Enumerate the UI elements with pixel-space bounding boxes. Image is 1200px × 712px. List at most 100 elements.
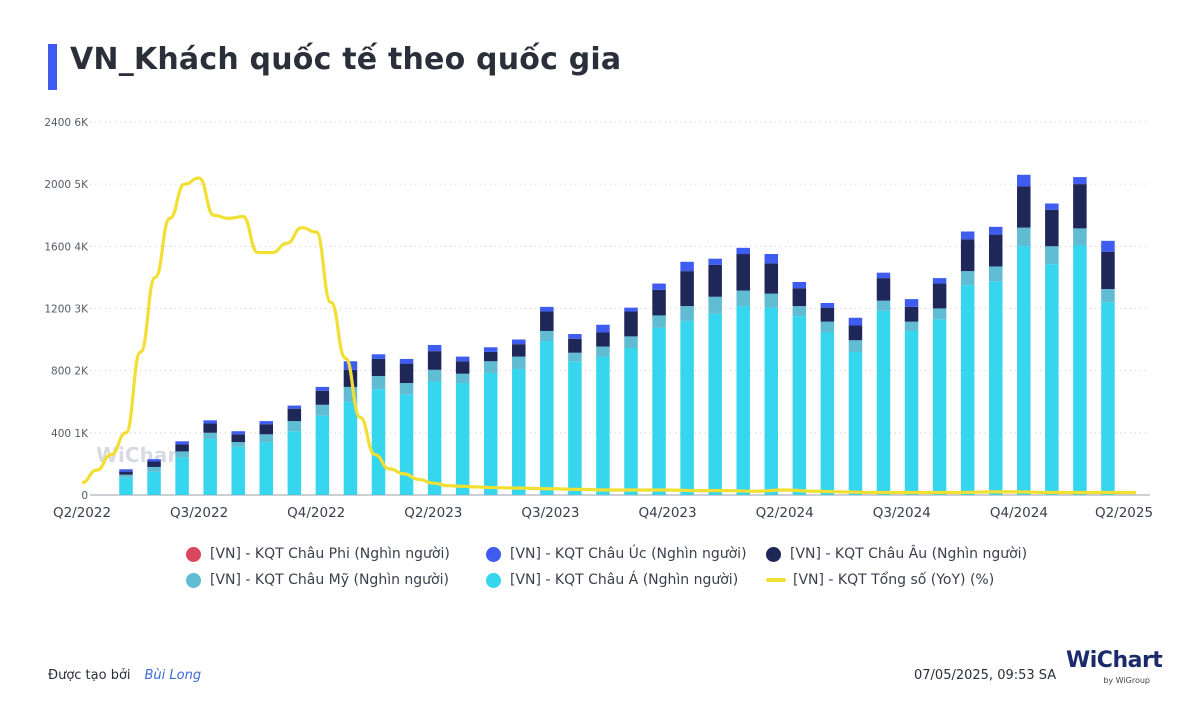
bar-chau-a — [792, 316, 807, 495]
bar-chau-my — [512, 356, 526, 370]
legend-item-chau-phi[interactable]: [VN] - KQT Châu Phi (Nghìn người) — [186, 546, 486, 562]
bar-chau-au — [147, 461, 161, 467]
legend-item-tong-so-yoy[interactable]: [VN] - KQT Tổng số (YoY) (%) — [766, 572, 1046, 588]
legend-swatch-chau-au — [766, 546, 781, 562]
bar-chau-my — [820, 321, 835, 333]
bar-chau-uc — [512, 339, 526, 345]
bar-chau-my — [708, 296, 722, 314]
bar-chau-au — [820, 307, 835, 322]
bar-chau-au — [259, 424, 274, 435]
bar-chau-au — [764, 263, 779, 294]
bar-chau-my — [596, 346, 610, 357]
bar-chau-uc — [708, 258, 722, 265]
bar-chau-au — [792, 288, 807, 307]
bar-chau-uc — [764, 254, 779, 264]
x-tick-label: Q3/2023 — [521, 505, 579, 521]
bar-chau-uc — [624, 307, 638, 312]
bar-chau-uc — [1101, 240, 1115, 252]
bar-chau-a — [455, 383, 470, 495]
bar-chau-uc — [175, 441, 189, 445]
bar-chau-uc — [988, 226, 1003, 235]
bar-chau-a — [932, 319, 947, 495]
bar-chau-au — [455, 361, 470, 374]
bar-chau-my — [203, 432, 217, 439]
author-link[interactable]: Bùi Long — [144, 668, 202, 683]
bar-chau-au — [231, 434, 245, 443]
bar-chau-au — [652, 289, 666, 316]
bar-chau-uc — [203, 420, 217, 424]
bar-chau-my — [1073, 228, 1087, 246]
bar-chau-my — [231, 442, 245, 447]
x-tick-label: Q2/2023 — [404, 505, 462, 521]
legend-label-chau-phi: [VN] - KQT Châu Phi (Nghìn người) — [210, 546, 450, 562]
bar-chau-my — [119, 474, 133, 478]
bar-chau-my — [876, 300, 891, 311]
bar-chau-uc — [147, 459, 161, 462]
legend-item-chau-a[interactable]: [VN] - KQT Châu Á (Nghìn người) — [486, 572, 766, 588]
bar-chau-a — [736, 306, 750, 495]
bar-chau-uc — [736, 247, 750, 255]
bar-chau-uc — [652, 283, 666, 290]
bar-chau-my — [848, 340, 863, 352]
bar-chau-my — [371, 376, 386, 390]
bar-chau-a — [512, 369, 526, 495]
bar-chau-au — [904, 306, 919, 322]
line-tong-so-yoy — [81, 176, 1136, 495]
bar-chau-my — [792, 306, 807, 317]
bar-chau-a — [848, 351, 863, 495]
bar-chau-a — [1017, 246, 1031, 495]
legend-swatch-chau-my — [186, 572, 201, 588]
bar-chau-my — [427, 369, 442, 382]
bar-chau-uc — [371, 354, 386, 359]
bar-chau-uc — [399, 358, 414, 364]
bar-chau-au — [315, 390, 330, 405]
legend-item-chau-au[interactable]: [VN] - KQT Châu Âu (Nghìn người) — [766, 546, 1046, 562]
bar-chau-a — [764, 307, 779, 495]
bar-chau-a — [119, 477, 133, 495]
bar-chau-my — [680, 306, 694, 321]
bar-chau-au — [483, 351, 498, 362]
legend-swatch-chau-phi — [186, 546, 201, 562]
bar-chau-uc — [427, 344, 442, 352]
bar-chau-a — [259, 442, 274, 495]
bar-chau-my — [540, 330, 554, 342]
bar-chau-au — [287, 408, 302, 422]
bar-chau-a — [960, 285, 975, 495]
bar-chau-uc — [820, 302, 835, 308]
bar-chau-uc — [231, 431, 245, 435]
bar-chau-au — [680, 271, 694, 307]
legend-item-chau-uc[interactable]: [VN] - KQT Châu Úc (Nghìn người) — [486, 546, 766, 562]
bar-chau-my — [736, 290, 750, 307]
bar-chau-my — [147, 466, 161, 472]
y-tick-label: 400 1K — [51, 428, 89, 440]
bar-chau-a — [652, 327, 666, 495]
bar-chau-my — [932, 308, 947, 320]
legend-label-tong-so-yoy: [VN] - KQT Tổng số (YoY) (%) — [793, 572, 995, 588]
bar-chau-my — [568, 352, 582, 362]
bar-chau-uc — [876, 272, 891, 279]
bar-chau-a — [708, 313, 722, 495]
bar-chau-my — [1045, 246, 1059, 265]
bar-chau-a — [624, 348, 638, 495]
bar-chau-a — [596, 356, 610, 495]
bar-chau-my — [175, 451, 189, 458]
bar-chau-uc — [932, 278, 947, 284]
bar-chau-uc — [1073, 177, 1087, 185]
bar-chau-a — [1045, 264, 1059, 495]
bar-chau-my — [904, 321, 919, 331]
bar-chau-au — [1101, 251, 1115, 289]
bar-chau-a — [680, 320, 694, 495]
bar-chau-au — [1045, 209, 1059, 247]
bar-chau-a — [876, 310, 891, 495]
legend-item-chau-my[interactable]: [VN] - KQT Châu Mỹ (Nghìn người) — [186, 572, 486, 588]
title-accent-bar — [48, 44, 57, 90]
bar-chau-uc — [455, 356, 470, 362]
y-tick-label: 800 2K — [51, 366, 89, 378]
bar-chau-au — [427, 351, 442, 370]
bar-chau-au — [1017, 186, 1031, 228]
bar-chau-a — [315, 415, 330, 495]
bar-chau-a — [820, 332, 835, 495]
x-tick-label: Q4/2024 — [990, 505, 1048, 521]
bar-chau-au — [596, 332, 610, 347]
bar-chau-au — [399, 363, 414, 384]
